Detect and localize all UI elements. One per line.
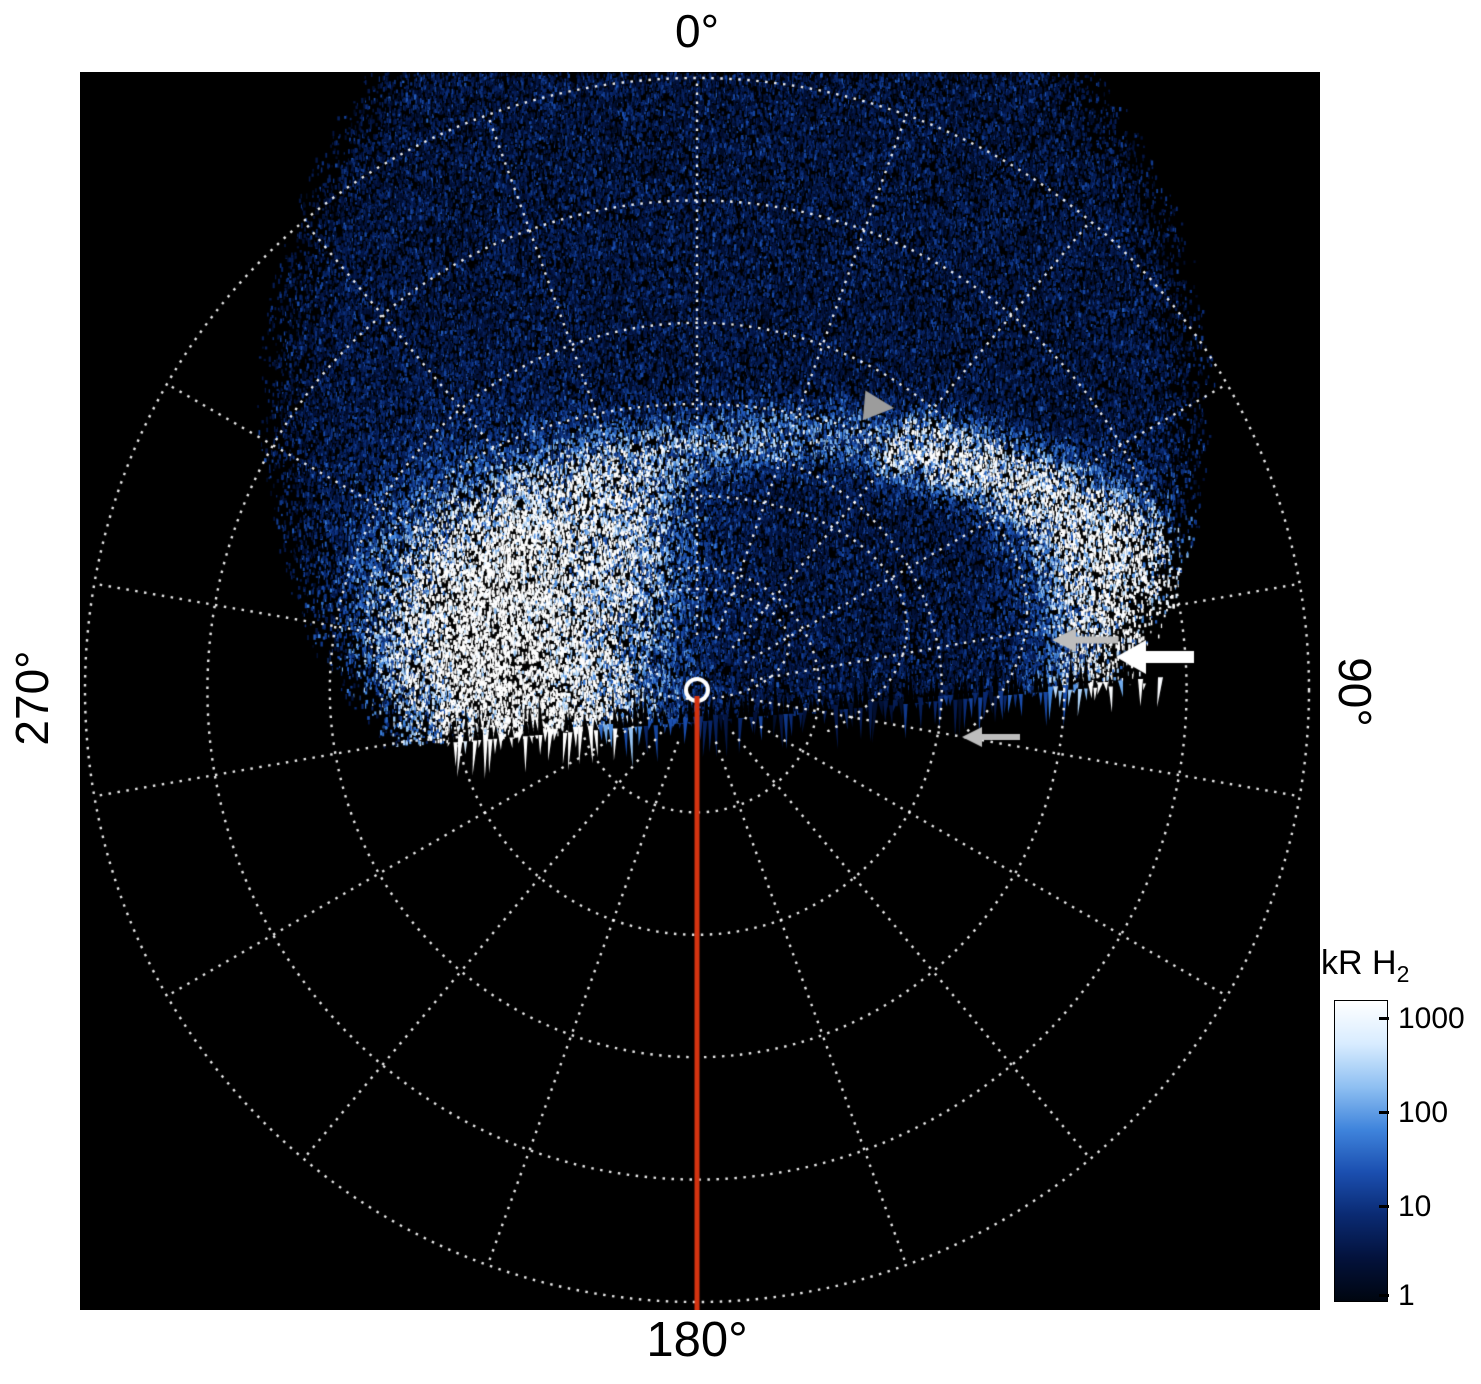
- colorbar-tick: [1379, 1111, 1389, 1114]
- colorbar-tick-label-1: 1: [1398, 1279, 1415, 1312]
- colorbar-gradient: [1334, 1000, 1388, 1302]
- colorbar-tick-label-100: 100: [1398, 1096, 1449, 1129]
- angle-label-90: 90°: [1329, 657, 1381, 727]
- angle-label-180: 180°: [646, 1313, 748, 1367]
- colorbar-tick-label-1000: 1000: [1398, 1002, 1465, 1035]
- polar-plot-area: [80, 72, 1320, 1310]
- colorbar-tick: [1379, 1205, 1389, 1208]
- colorbar-tick-label-10: 10: [1398, 1190, 1432, 1223]
- angle-label-0: 0°: [675, 5, 719, 57]
- polar-canvas: [80, 72, 1320, 1310]
- colorbar-title-subscript: 2: [1396, 960, 1410, 987]
- colorbar-tick: [1379, 1294, 1389, 1297]
- angle-label-270: 270°: [6, 650, 58, 746]
- colorbar-tick: [1379, 1017, 1389, 1020]
- colorbar-title-text: kR H: [1321, 944, 1397, 982]
- colorbar-title: kR H2: [1321, 944, 1409, 988]
